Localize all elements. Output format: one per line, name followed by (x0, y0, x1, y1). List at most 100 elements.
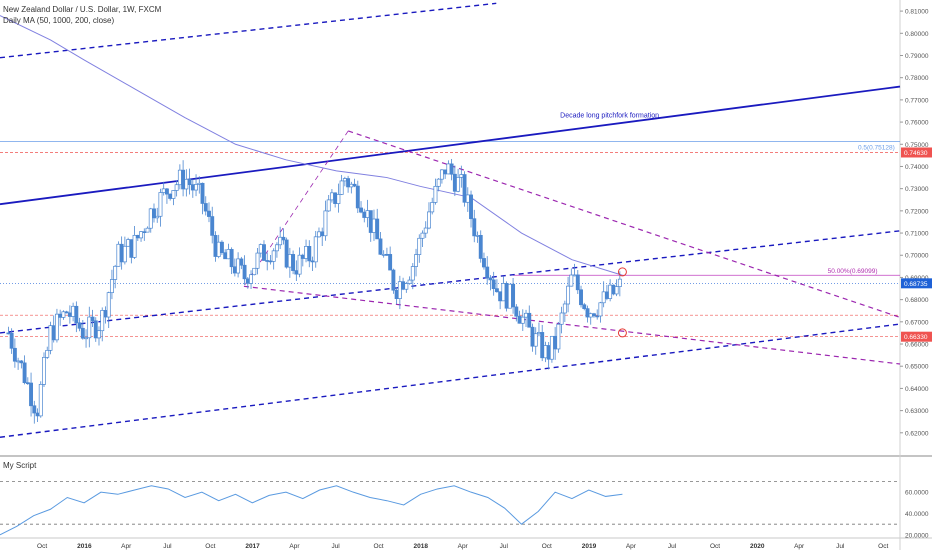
candle-body (507, 283, 512, 309)
price-axis-label: 0.64000 (905, 386, 929, 393)
candle-body (346, 178, 351, 188)
candle-body (245, 278, 250, 284)
candle-body (430, 202, 435, 213)
candle-body (549, 335, 554, 360)
candle-body (566, 285, 571, 305)
candle-body (559, 312, 564, 325)
candle-body (469, 194, 473, 220)
price-axis-label: 0.76000 (905, 120, 929, 127)
candle-body (517, 315, 522, 324)
price-axis-label: 0.65000 (905, 364, 929, 371)
candle-body (407, 279, 412, 284)
candle-body (579, 289, 583, 306)
moving-average-line (0, 15, 623, 276)
candle-body (232, 266, 237, 274)
candle-body (38, 384, 43, 417)
pitchfork-median-line (0, 85, 901, 206)
candle-body (200, 182, 205, 204)
price-axis-label: 0.78000 (905, 75, 929, 82)
candle-body (142, 231, 147, 234)
candle-body (527, 312, 532, 328)
candle-body (22, 362, 27, 384)
candle-body (181, 169, 186, 190)
candle-body (336, 194, 341, 204)
candle-body (595, 315, 600, 318)
candle-body (29, 382, 34, 407)
price-axis-label: 0.62000 (905, 430, 929, 437)
candle-body (317, 231, 321, 238)
price-tag-label: 0.74630 (904, 150, 928, 157)
candle-body (84, 337, 89, 340)
candle-body (459, 174, 464, 178)
candle-body (77, 322, 82, 329)
candle-body (417, 237, 422, 255)
candle-body (35, 412, 40, 417)
candle-body (12, 347, 17, 362)
candle-body (391, 269, 396, 291)
candle-body (207, 210, 211, 217)
price-axis-label: 0.74000 (905, 164, 929, 171)
candle-body (116, 243, 121, 267)
candle-body (397, 281, 402, 299)
candle-body (87, 316, 92, 339)
candle-body (553, 335, 558, 350)
candle-body (320, 231, 325, 237)
time-axis-label: 2019 (582, 543, 597, 550)
candle-body (355, 185, 360, 209)
candle-body (294, 270, 299, 275)
candle-body (533, 333, 538, 347)
candle-body (129, 239, 134, 258)
candle-body (25, 382, 30, 385)
price-axis-label: 0.63000 (905, 408, 929, 415)
time-axis-label: Jul (668, 543, 677, 550)
candle-body (281, 236, 286, 241)
candle-body (472, 218, 477, 237)
candle-body (135, 234, 140, 239)
candle-body (80, 327, 85, 339)
candle-body (16, 360, 21, 363)
candle-body (74, 305, 79, 324)
candle-body (494, 288, 499, 293)
time-axis-label: Jul (163, 543, 172, 550)
wedge-upper-line (348, 130, 901, 318)
candle-body (449, 163, 454, 175)
candle-body (378, 238, 383, 255)
subpane-title: My Script (3, 461, 37, 470)
candle-body (284, 239, 289, 268)
candle-body (287, 254, 292, 268)
candle-body (274, 244, 279, 252)
candle-body (93, 320, 98, 339)
candle-body (213, 235, 218, 257)
candle-body (401, 281, 406, 290)
candle-body (359, 207, 363, 213)
price-axis-label: 0.70000 (905, 253, 929, 260)
pitchfork-mid-dashed-line (0, 230, 901, 334)
candle-body (252, 267, 257, 276)
price-tag (901, 147, 932, 158)
candle-body (372, 218, 376, 233)
candle-body (164, 188, 169, 195)
candle-body (588, 313, 593, 318)
candle-body (439, 169, 444, 180)
candle-body (462, 174, 467, 203)
pitchfork-upper-line (0, 2, 497, 59)
candle-body (161, 188, 166, 193)
candle-body (71, 305, 76, 317)
price-axis-label: 0.72000 (905, 208, 929, 215)
candle-body (339, 180, 344, 195)
candle-body (410, 266, 415, 281)
time-axis-label: Oct (542, 543, 552, 550)
candle-body (456, 176, 461, 192)
candle-body (174, 184, 179, 191)
candle-body (420, 232, 425, 239)
chart-title: New Zealand Dollar / U.S. Dollar, 1W, FX… (3, 5, 162, 14)
candle-body (436, 178, 441, 187)
candle-body (19, 360, 24, 364)
candle-body (569, 274, 574, 287)
candle-body (197, 182, 202, 185)
candle-body (333, 192, 338, 204)
candle-body (265, 260, 270, 262)
candle-body (329, 192, 334, 201)
